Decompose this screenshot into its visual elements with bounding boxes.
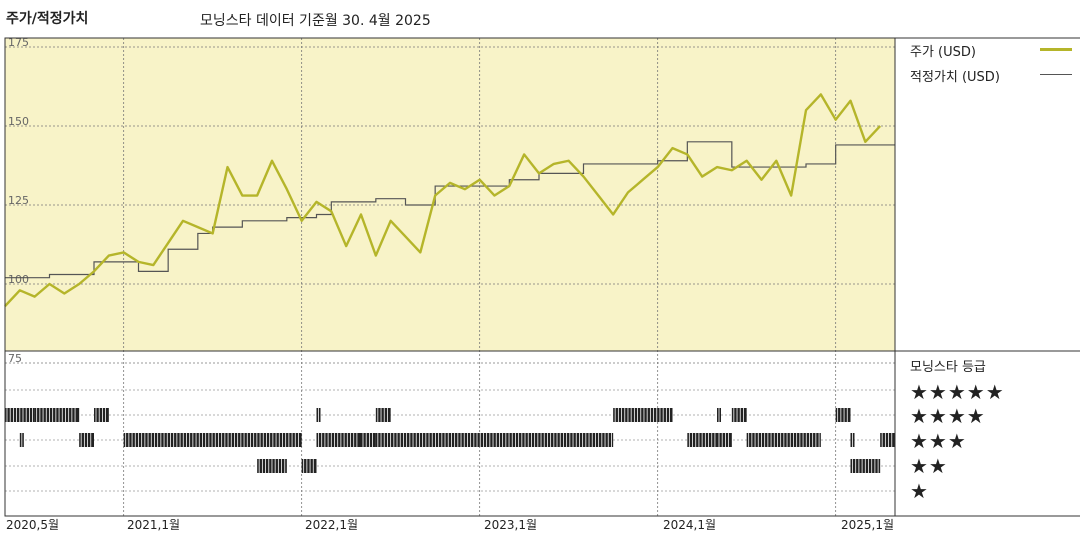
legend-fair-label: 적정가치 (USD) <box>910 70 1000 85</box>
rating-bar <box>123 433 302 447</box>
chart-title: 주가/적정가치 <box>6 11 89 27</box>
rating-5-stars: ★★★★★ <box>910 380 1005 404</box>
price-line <box>4 93 882 307</box>
x-tick-label: 2021,1월 <box>127 518 181 532</box>
y-tick-label: 75 <box>8 352 22 365</box>
rating-bar <box>880 433 895 447</box>
rating-bar <box>316 433 361 447</box>
rating-4-stars: ★★★★ <box>910 404 986 428</box>
rating-bar <box>94 408 109 422</box>
rating-bar <box>375 433 614 447</box>
y-tick-label: 175 <box>8 36 29 49</box>
x-tick-label: 2025,1월 <box>841 518 895 532</box>
rating-2-stars: ★★ <box>910 454 948 478</box>
x-tick-label: 2020,5월 <box>6 518 60 532</box>
fair-value-line <box>5 141 895 279</box>
legend-price-label: 주가 (USD) <box>910 45 976 60</box>
rating-bar <box>34 408 80 422</box>
rating-3-stars: ★★★ <box>910 429 967 453</box>
rating-title: 모닝스타 등급 <box>910 360 986 375</box>
rating-bar <box>613 408 673 422</box>
rating-bar <box>361 433 376 447</box>
chart-subtitle: 모닝스타 데이터 기준월 30. 4월 2025 <box>200 13 431 29</box>
rating-bar <box>731 408 747 422</box>
x-tick-label: 2022,1월 <box>305 518 359 532</box>
y-tick-label: 100 <box>8 273 29 286</box>
y-tick-label: 150 <box>8 115 29 128</box>
rating-1-star: ★ <box>910 479 929 503</box>
rating-bar <box>301 459 317 473</box>
rating-bars <box>5 408 895 473</box>
chart-frame <box>4 37 1080 517</box>
legend-price-swatch <box>1040 48 1072 51</box>
x-tick-label: 2023,1월 <box>484 518 538 532</box>
rating-bar <box>835 408 851 422</box>
legend-fair-swatch <box>1040 74 1072 75</box>
price-panel-background <box>5 38 895 351</box>
rating-bar <box>717 433 732 447</box>
x-tick-label: 2024,1월 <box>663 518 717 532</box>
y-tick-label: 125 <box>8 194 29 207</box>
rating-bar <box>375 408 391 422</box>
fair-value-layer <box>5 141 895 279</box>
rating-bar <box>79 433 94 447</box>
y-axis: 175 150 125 100 75 <box>8 36 29 365</box>
price-layer <box>4 93 882 307</box>
